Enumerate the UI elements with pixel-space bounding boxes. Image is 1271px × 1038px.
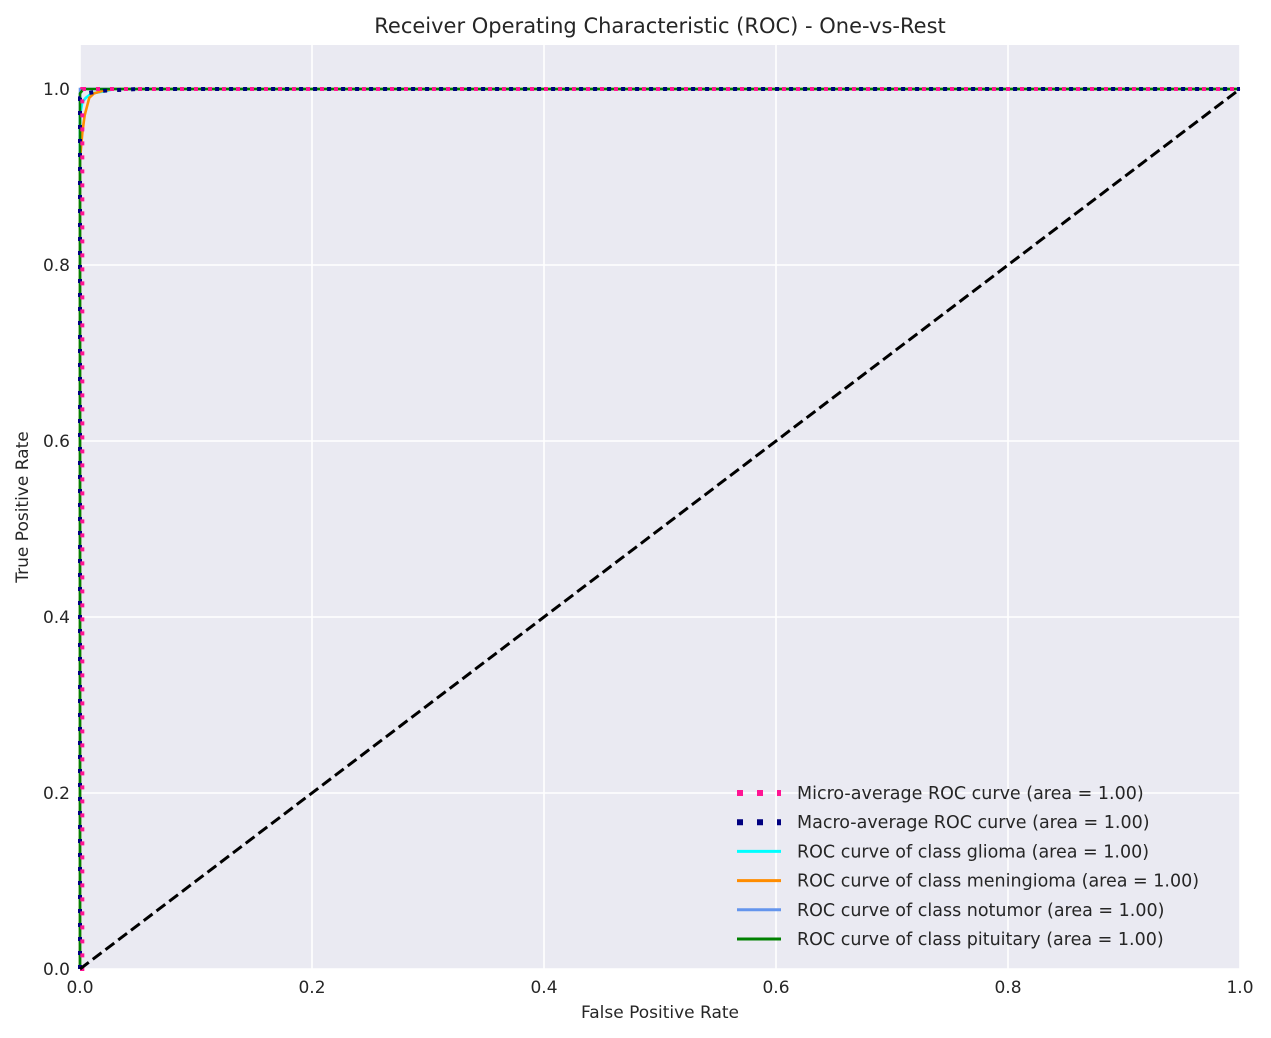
- grid: [79, 45, 1241, 970]
- x-tick-label: 0.0: [66, 978, 93, 998]
- chart-title: Receiver Operating Characteristic (ROC) …: [374, 14, 946, 38]
- series-group: [78, 87, 1241, 971]
- legend-label-1: Macro-average ROC curve (area = 1.00): [797, 813, 1150, 833]
- x-axis-label: False Positive Rate: [581, 1003, 739, 1023]
- legend-label-3: ROC curve of class meningioma (area = 1.…: [797, 872, 1199, 892]
- legend-label-0: Micro-average ROC curve (area = 1.00): [797, 784, 1144, 804]
- legend-label-2: ROC curve of class glioma (area = 1.00): [797, 842, 1149, 862]
- y-tick-label: 0.2: [43, 784, 70, 804]
- chance-reference-line: [79, 87, 1241, 971]
- y-axis-label: True Positive Rate: [13, 431, 33, 583]
- x-tick-label: 0.6: [762, 978, 789, 998]
- y-tick-label: 1.0: [43, 80, 70, 100]
- plot-area: [80, 45, 1240, 969]
- roc-series-line-0: [80, 87, 1240, 971]
- x-tick-label: 0.8: [994, 978, 1021, 998]
- y-tick-label: 0.0: [43, 960, 70, 980]
- y-tick-label: 0.4: [43, 608, 70, 628]
- roc-series-line-1: [78, 87, 1240, 969]
- y-tick-label: 0.6: [43, 432, 70, 452]
- legend-label-5: ROC curve of class pituitary (area = 1.0…: [797, 930, 1164, 950]
- y-tick-label: 0.8: [43, 256, 70, 276]
- x-tick-label: 1.0: [1226, 978, 1253, 998]
- y-axis-ticks: 0.0 0.2 0.4 0.6 0.8 1.0: [43, 80, 70, 980]
- x-tick-label: 0.2: [298, 978, 325, 998]
- legend-label-4: ROC curve of class notumor (area = 1.00): [797, 901, 1164, 921]
- x-tick-label: 0.4: [530, 978, 557, 998]
- x-axis-ticks: 0.0 0.2 0.4 0.6 0.8 1.0: [66, 978, 1253, 998]
- legend: Micro-average ROC curve (area = 1.00) Mac…: [737, 784, 1199, 950]
